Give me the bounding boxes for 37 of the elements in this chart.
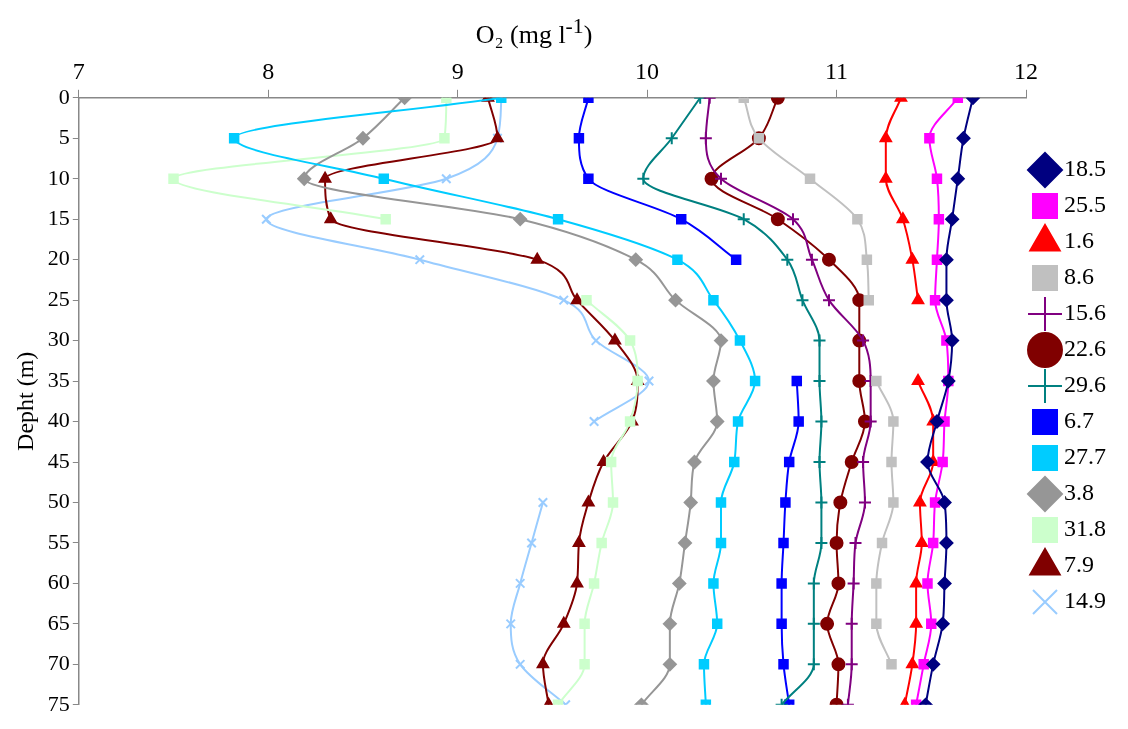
- y-tick-label: 35: [47, 366, 70, 392]
- x-axis-title: O₂ (mg l$^{-1}$): [474, 14, 594, 50]
- legend-label: 6.7: [1064, 407, 1094, 434]
- y-tick-label: 0: [58, 83, 70, 109]
- x-tick-label: 8: [262, 57, 275, 84]
- legend-label: 31.8: [1064, 515, 1106, 542]
- x-tick-label: 9: [451, 57, 464, 84]
- legend-label: 22.6: [1064, 335, 1106, 362]
- y-tick-label: 65: [47, 609, 70, 635]
- legend-label: 7.9: [1064, 551, 1094, 578]
- y-tick-label: 40: [47, 407, 70, 433]
- y-tick-label: 25: [47, 285, 70, 311]
- y-tick-label: 5: [58, 124, 70, 150]
- legend-label: 8.6: [1064, 263, 1094, 290]
- y-tick-label: 70: [47, 650, 70, 676]
- y-tick-label: 30: [47, 326, 70, 352]
- x-tick-label: 10: [635, 57, 660, 84]
- x-tick-label: 11: [825, 57, 849, 84]
- y-tick-label: 60: [47, 569, 70, 595]
- legend-label: 3.8: [1064, 479, 1094, 506]
- legend-label: 29.6: [1064, 371, 1106, 398]
- legend-label: 1.6: [1064, 227, 1094, 254]
- y-tick-label: 45: [47, 447, 70, 473]
- y-tick-label: 15: [47, 204, 70, 230]
- x-tick-label: 7: [72, 57, 85, 84]
- legend-label: 18.5: [1064, 155, 1106, 182]
- y-axis-title: Depht (m): [11, 351, 38, 451]
- y-tick-label: 20: [47, 245, 70, 271]
- legend-label: 27.7: [1064, 443, 1106, 470]
- legend-label: 14.9: [1064, 587, 1106, 614]
- legend-label: 15.6: [1064, 299, 1106, 326]
- legend-label: 25.5: [1064, 191, 1106, 218]
- y-tick-label: 55: [47, 528, 70, 554]
- y-tick-label: 50: [47, 488, 70, 514]
- y-tick-label: 75: [47, 690, 70, 716]
- x-tick-label: 12: [1014, 57, 1038, 84]
- y-tick-label: 10: [47, 164, 70, 190]
